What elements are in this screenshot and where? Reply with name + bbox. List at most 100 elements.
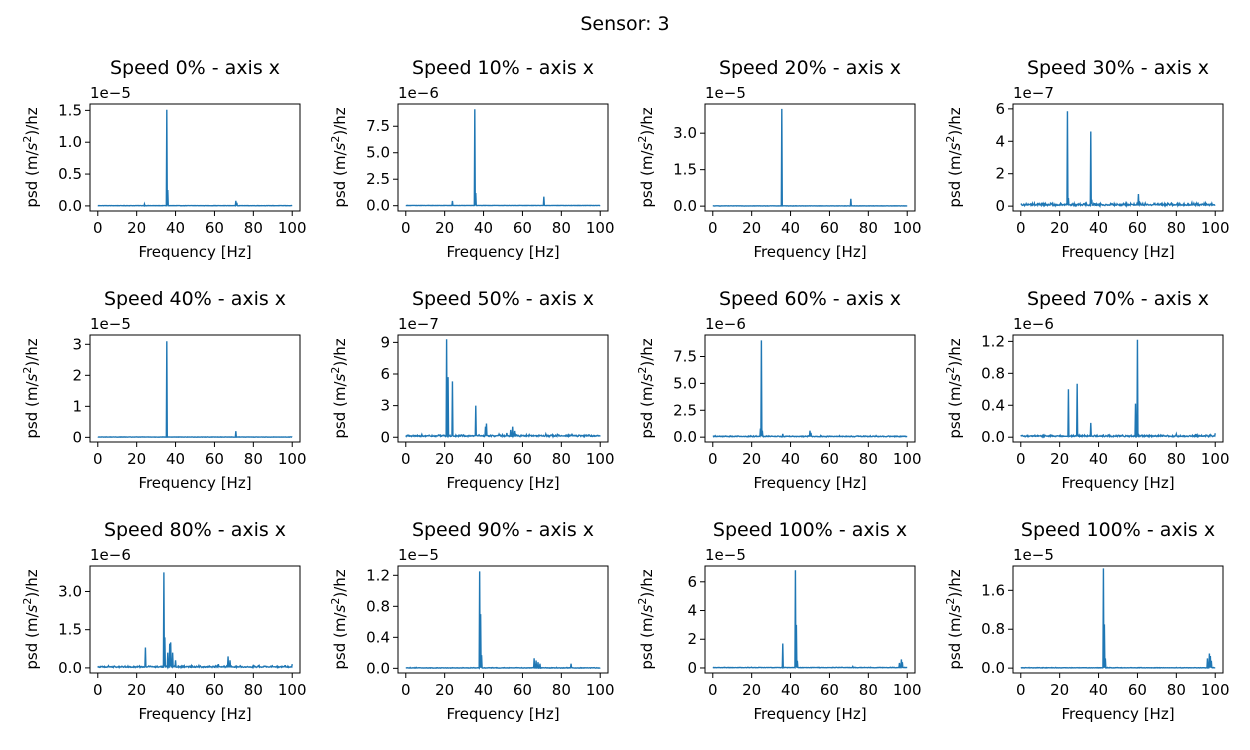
y-axis-label: psd (m/s2)/hz <box>944 338 964 438</box>
y-tick-label: 0 <box>72 428 82 446</box>
y-axis-label-superscript: 2 <box>636 367 649 374</box>
subplot-11: Speed 100% - axis x 1e−5 0 20 40 60 80 100 0 2 4 6 F… <box>636 519 922 723</box>
subplot-title: Speed 100% - axis x <box>713 519 907 541</box>
y-tick-label: 6 <box>380 365 390 383</box>
y-axis-label: psd (m/s2)/hz <box>329 107 349 207</box>
x-tick-label: 0 <box>401 681 411 699</box>
x-tick-label: 100 <box>278 219 307 237</box>
y-tick-label: 2 <box>995 165 1005 183</box>
y-tick-label: 1.0 <box>58 133 82 151</box>
y-tick-label: 1.5 <box>673 161 697 179</box>
y-tick-label: 0.0 <box>981 659 1005 677</box>
subplot-title: Speed 40% - axis x <box>104 288 286 310</box>
x-tick-label: 60 <box>513 219 532 237</box>
subplot-title: Speed 20% - axis x <box>719 57 901 79</box>
x-tick-label: 80 <box>859 681 878 699</box>
x-tick-label: 0 <box>708 219 718 237</box>
plot-frame <box>89 565 301 674</box>
y-offset-label: 1e−7 <box>1013 84 1054 102</box>
x-axis-label: Frequency [Hz] <box>1061 705 1174 723</box>
x-tick-label: 100 <box>893 219 922 237</box>
y-tick-label: 5.0 <box>366 144 390 162</box>
x-tick-label: 0 <box>708 450 718 468</box>
y-axis-label-superscript: 2 <box>21 367 34 374</box>
y-offset-label: 1e−6 <box>90 546 131 564</box>
y-axis-label: psd (m/s2)/hz <box>636 338 656 438</box>
x-axis-label: Frequency [Hz] <box>446 705 559 723</box>
x-tick-label: 80 <box>244 681 263 699</box>
y-axis-label-part: )/hz <box>946 569 964 597</box>
y-axis-label-superscript: 2 <box>944 136 957 143</box>
y-axis-label-part: psd (m/ <box>638 381 656 439</box>
x-tick-label: 20 <box>127 219 146 237</box>
y-tick-label: 6 <box>687 573 697 591</box>
x-tick-label: 0 <box>708 681 718 699</box>
plot-frame <box>1012 103 1224 212</box>
x-tick-label: 20 <box>127 681 146 699</box>
x-axis-label: Frequency [Hz] <box>753 705 866 723</box>
plot-frame <box>1012 565 1224 674</box>
x-tick-label: 40 <box>166 450 185 468</box>
plot-frame <box>1012 334 1224 443</box>
psd-series-line <box>1020 339 1216 439</box>
x-tick-label: 60 <box>1128 681 1147 699</box>
y-axis-label-unit: s <box>331 373 349 381</box>
x-tick-label: 20 <box>435 681 454 699</box>
x-tick-label: 0 <box>1016 219 1026 237</box>
x-tick-label: 20 <box>435 450 454 468</box>
y-offset-label: 1e−5 <box>705 546 746 564</box>
x-tick-label: 20 <box>435 219 454 237</box>
y-axis-label-part: )/hz <box>331 338 349 366</box>
psd-series-line <box>712 108 908 207</box>
x-tick-label: 20 <box>742 450 761 468</box>
subplot-title: Speed 90% - axis x <box>412 519 594 541</box>
y-tick-label: 1.2 <box>981 332 1005 350</box>
y-axis-label-part: psd (m/ <box>23 381 41 439</box>
y-axis-label-unit: s <box>638 604 656 612</box>
y-axis-label-superscript: 2 <box>329 598 342 605</box>
y-tick-label: 0 <box>687 659 697 677</box>
x-tick-label: 100 <box>1201 681 1230 699</box>
psd-series-line <box>97 341 293 438</box>
y-axis-label: psd (m/s2)/hz <box>944 107 964 207</box>
y-offset-label: 1e−6 <box>398 84 439 102</box>
y-offset-label: 1e−5 <box>705 84 746 102</box>
x-tick-label: 100 <box>586 681 615 699</box>
y-axis-label-part: psd (m/ <box>946 150 964 208</box>
y-tick-label: 0.4 <box>366 628 390 646</box>
x-tick-label: 100 <box>893 681 922 699</box>
y-axis-label-part: )/hz <box>638 338 656 366</box>
x-axis-label: Frequency [Hz] <box>1061 243 1174 261</box>
y-axis-label-part: )/hz <box>946 338 964 366</box>
y-tick-label: 1.6 <box>981 581 1005 599</box>
psd-series-line <box>405 109 601 207</box>
x-axis-label: Frequency [Hz] <box>446 474 559 492</box>
x-tick-label: 0 <box>1016 450 1026 468</box>
y-axis-label-part: )/hz <box>331 107 349 135</box>
y-tick-label: 0.8 <box>981 364 1005 382</box>
x-tick-label: 0 <box>93 450 103 468</box>
subplot-1: Speed 0% - axis x 1e−5 0 20 40 60 80 100 0.0 0.5 1… <box>21 57 307 261</box>
x-tick-label: 80 <box>244 450 263 468</box>
y-tick-label: 2.5 <box>366 170 390 188</box>
y-axis-label-unit: s <box>331 604 349 612</box>
y-axis-label-part: )/hz <box>23 107 41 135</box>
x-axis-label: Frequency [Hz] <box>753 243 866 261</box>
plot-frame <box>397 565 609 674</box>
y-tick-label: 3.0 <box>673 124 697 142</box>
y-tick-label: 0.0 <box>58 659 82 677</box>
subplot-title: Speed 60% - axis x <box>719 288 901 310</box>
x-tick-label: 40 <box>474 219 493 237</box>
plot-frame <box>397 103 609 212</box>
subplot-title: Speed 100% - axis x <box>1021 519 1215 541</box>
y-axis-label-part: )/hz <box>23 338 41 366</box>
psd-series-line <box>712 570 908 669</box>
subplot-title: Speed 10% - axis x <box>412 57 594 79</box>
y-axis-label-part: psd (m/ <box>946 381 964 439</box>
x-tick-label: 80 <box>1167 450 1186 468</box>
y-axis-label-part: psd (m/ <box>23 150 41 208</box>
x-tick-label: 40 <box>166 219 185 237</box>
y-axis-label-part: )/hz <box>946 107 964 135</box>
y-axis-label-part: psd (m/ <box>638 150 656 208</box>
